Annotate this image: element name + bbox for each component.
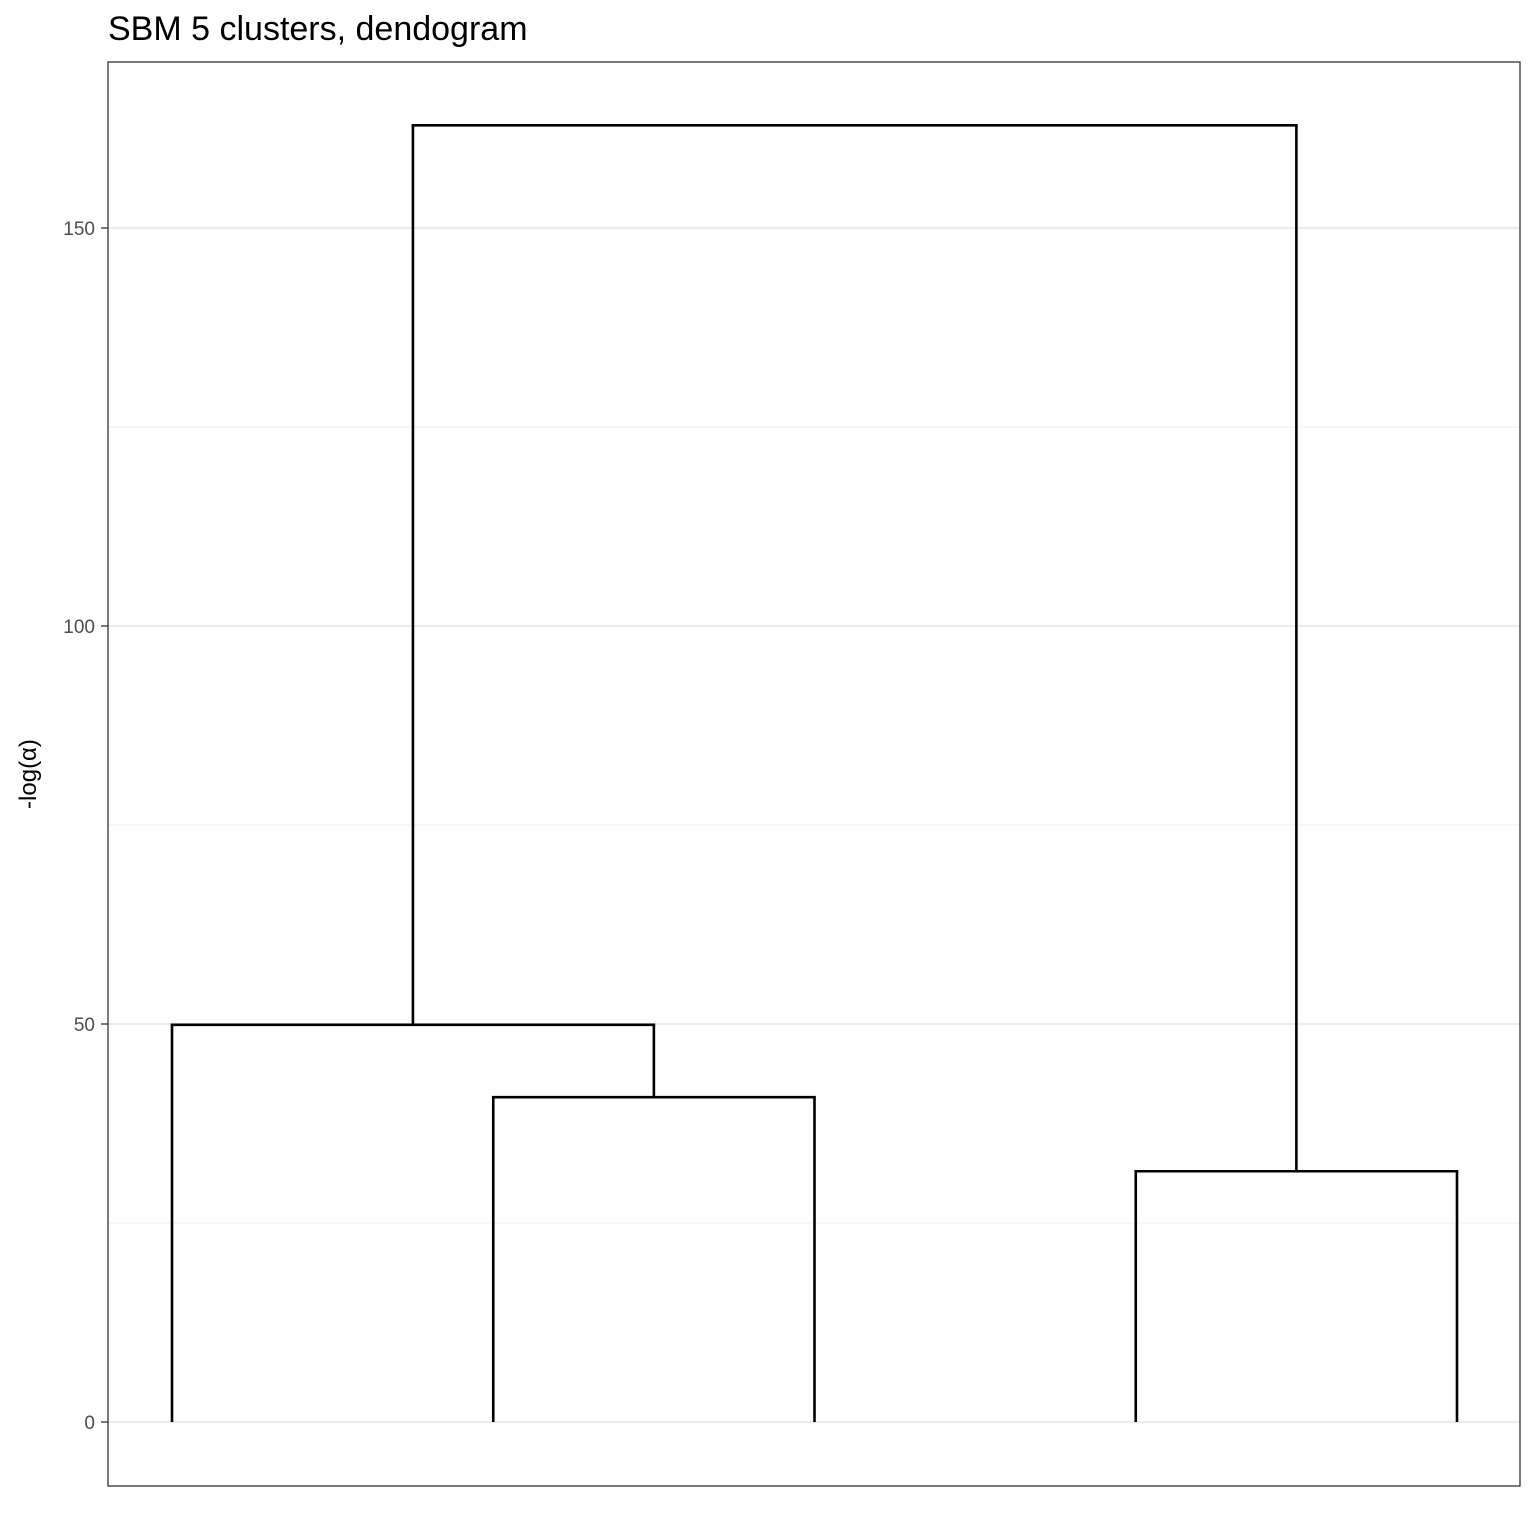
- y-tick-label: 100: [63, 617, 95, 638]
- y-tick-label: 150: [63, 219, 95, 240]
- y-axis: 0 50 100 150: [63, 219, 108, 1434]
- chart-title: SBM 5 clusters, dendogram: [108, 10, 528, 48]
- plot-panel-border: [107, 61, 1521, 1487]
- y-tick-label: 0: [84, 1413, 95, 1434]
- y-axis-title: -log(α): [15, 739, 42, 809]
- dendrogram-segments: [170, 124, 1459, 1422]
- y-tick-label: 50: [74, 1015, 95, 1036]
